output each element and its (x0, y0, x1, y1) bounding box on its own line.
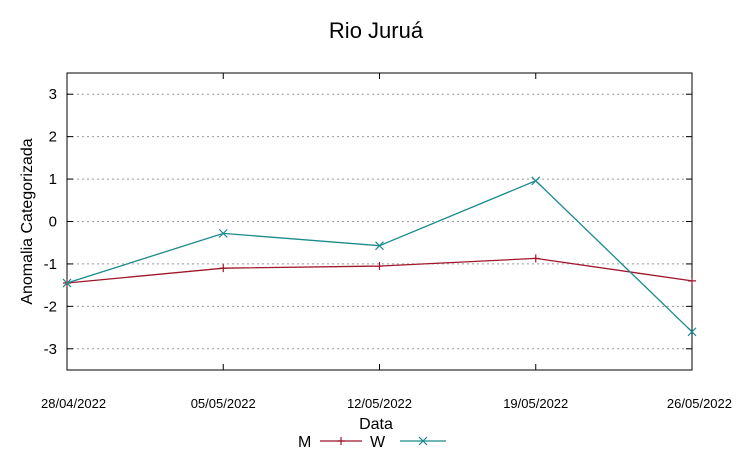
x-tick-label: 28/04/2022 (41, 396, 106, 411)
series-w (62, 176, 697, 337)
legend-label: W (370, 434, 386, 451)
legend-marker (337, 437, 345, 445)
data-point (375, 262, 384, 271)
y-tick-label: -1 (44, 256, 57, 273)
series-m (63, 254, 696, 288)
y-tick-label: 0 (49, 214, 57, 231)
y-tick-label: -3 (44, 341, 57, 358)
legend-label: M (298, 434, 311, 451)
series-layer (62, 176, 697, 337)
x-tick-label: 05/05/2022 (191, 396, 256, 411)
legend-item-w: W (370, 434, 446, 451)
x-axis-label: Data (359, 416, 393, 433)
y-axis-label: Anomalia Categorizada (19, 138, 36, 304)
data-point (218, 228, 228, 238)
series-line (66, 180, 693, 333)
data-point (62, 278, 72, 288)
data-point (531, 176, 541, 186)
grid-lines (67, 93, 692, 350)
data-point (219, 264, 228, 273)
y-tick-label: 2 (49, 129, 57, 146)
y-tick-label: 1 (49, 171, 57, 188)
y-tick-label: -2 (44, 298, 57, 315)
x-tick-label: 12/05/2022 (347, 396, 412, 411)
x-axis-ticks: 28/04/2022 05/05/2022 12/05/2022 19/05/2022… (41, 73, 732, 411)
data-point (688, 276, 696, 285)
data-point (375, 241, 384, 251)
x-tick-label: 19/05/2022 (503, 396, 568, 411)
chart-title: Rio Juruá (329, 18, 424, 43)
data-point (531, 254, 540, 263)
y-tick-label: 3 (49, 86, 57, 103)
y-axis-ticks: 3 2 1 0 -1 -2 -3 (44, 86, 692, 358)
legend-item-m: M (298, 434, 362, 451)
legend-marker (418, 436, 428, 446)
x-tick-label: 26/05/2022 (667, 396, 732, 411)
data-point (687, 327, 697, 337)
